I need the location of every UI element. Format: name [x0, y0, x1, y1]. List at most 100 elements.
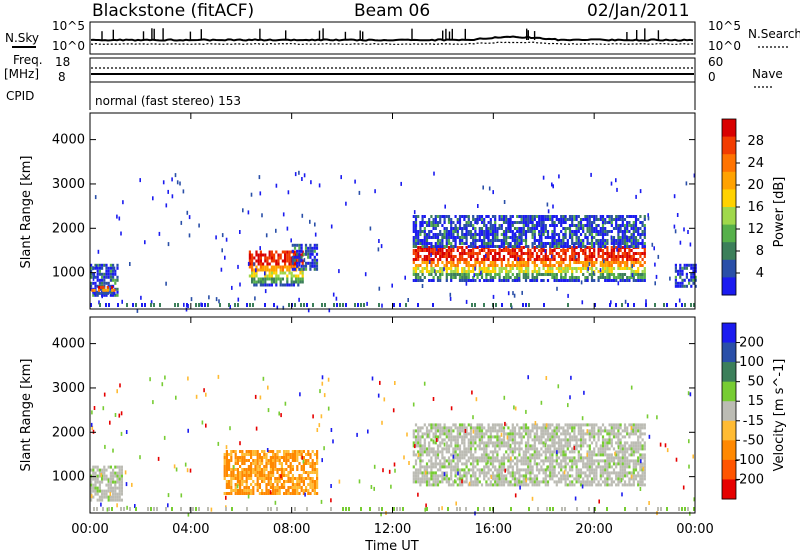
power-data-cell	[494, 258, 497, 261]
power-data-cell	[615, 227, 618, 230]
power-data-cell	[553, 227, 556, 230]
velocity-data-cell	[560, 450, 563, 454]
power-sparse-echo	[122, 200, 124, 205]
velocity-data-cell	[428, 477, 431, 481]
velocity-data-cell	[92, 465, 95, 469]
velocity-data-cell	[643, 423, 646, 427]
velocity-data-cell	[520, 462, 523, 466]
power-data-cell	[553, 242, 556, 245]
velocity-data-cell	[469, 426, 473, 430]
velocity-data-cell	[421, 477, 424, 481]
power-data-cell	[412, 239, 415, 242]
power-data-cell	[432, 252, 435, 255]
velocity-data-cell	[500, 468, 503, 472]
velocity-data-cell	[428, 441, 431, 445]
power-data-cell	[299, 280, 302, 284]
power-data-cell	[425, 245, 429, 248]
velocity-data-cell	[615, 465, 618, 469]
velocity-data-cell	[274, 468, 277, 471]
velocity-data-cell	[296, 480, 299, 483]
power-data-cell	[529, 279, 532, 282]
power-data-cell	[432, 236, 435, 239]
velocity-data-cell	[595, 444, 598, 448]
velocity-data-cell	[272, 471, 275, 474]
velocity-data-cell	[313, 480, 316, 483]
velocity-sparse-echo	[274, 500, 277, 505]
power-data-cell	[535, 221, 539, 224]
velocity-data-cell	[513, 429, 517, 433]
power-data-cell	[553, 221, 556, 224]
power-data-cell	[511, 273, 514, 276]
power-data-cell	[494, 276, 497, 279]
power-data-cell	[639, 221, 642, 224]
power-data-cell	[458, 236, 462, 239]
power-data-cell	[465, 215, 468, 218]
power-data-cell	[533, 227, 536, 230]
power-data-cell	[281, 271, 284, 275]
power-data-cell	[248, 274, 251, 278]
velocity-data-cell	[568, 432, 572, 436]
velocity-data-cell	[529, 465, 532, 469]
power-data-cell	[505, 249, 508, 252]
power-sparse-echo	[264, 289, 267, 294]
power-data-cell	[582, 267, 585, 270]
velocity-data-cell	[608, 447, 611, 451]
velocity-data-cell	[564, 441, 567, 445]
power-data-cell	[509, 252, 512, 255]
velocity-data-cell	[447, 444, 451, 448]
velocity-data-cell	[223, 465, 226, 468]
power-data-cell	[588, 273, 591, 276]
power-data-cell	[573, 255, 576, 258]
power-ground-echo	[522, 303, 524, 307]
power-data-cell	[439, 215, 442, 218]
velocity-data-cell	[540, 429, 543, 433]
velocity-data-cell	[637, 471, 640, 475]
velocity-data-cell	[586, 459, 589, 463]
power-data-cell	[507, 279, 510, 282]
velocity-data-cell	[582, 471, 585, 475]
power-sparse-echo	[378, 239, 380, 243]
power-data-cell	[412, 245, 415, 248]
velocity-data-cell	[254, 465, 257, 468]
velocity-data-cell	[568, 459, 572, 463]
velocity-data-cell	[579, 429, 583, 433]
power-data-cell	[511, 233, 514, 236]
velocity-data-cell	[489, 441, 492, 445]
power-sparse-echo	[657, 254, 660, 259]
velocity-data-cell	[225, 465, 228, 468]
power-data-cell	[623, 279, 627, 282]
power-data-cell	[544, 218, 547, 221]
velocity-data-cell	[480, 423, 484, 427]
velocity-data-cell	[639, 465, 642, 469]
power-data-cell	[472, 218, 475, 221]
velocity-sparse-echo	[382, 468, 384, 473]
velocity-sparse-echo	[583, 390, 585, 395]
power-data-cell	[301, 280, 304, 284]
velocity-data-cell	[480, 456, 484, 460]
noise-left-tick-top: 10^5	[52, 19, 85, 33]
power-data-cell	[494, 252, 497, 255]
power-ground-echo	[321, 303, 323, 307]
velocity-data-cell	[575, 462, 578, 466]
power-data-cell	[483, 242, 486, 245]
velocity-data-cell	[564, 432, 567, 436]
power-data-cell	[679, 269, 682, 273]
velocity-data-cell	[478, 471, 481, 475]
velocity-data-cell	[256, 474, 259, 477]
velocity-data-cell	[575, 480, 578, 484]
velocity-data-cell	[500, 456, 503, 460]
power-data-cell	[542, 230, 545, 233]
power-ground-echo	[528, 303, 530, 307]
power-data-cell	[423, 221, 426, 224]
velocity-data-cell	[604, 447, 607, 451]
velocity-data-cell	[593, 480, 596, 484]
power-data-cell	[92, 293, 95, 297]
power-data-cell	[553, 215, 556, 218]
velocity-data-cell	[577, 468, 580, 472]
velocity-data-cell	[637, 441, 640, 445]
velocity-data-cell	[597, 483, 600, 487]
power-data-cell	[465, 261, 468, 264]
power-data-cell	[544, 264, 547, 267]
power-sparse-echo	[182, 189, 185, 194]
power-sparse-echo	[592, 271, 595, 275]
